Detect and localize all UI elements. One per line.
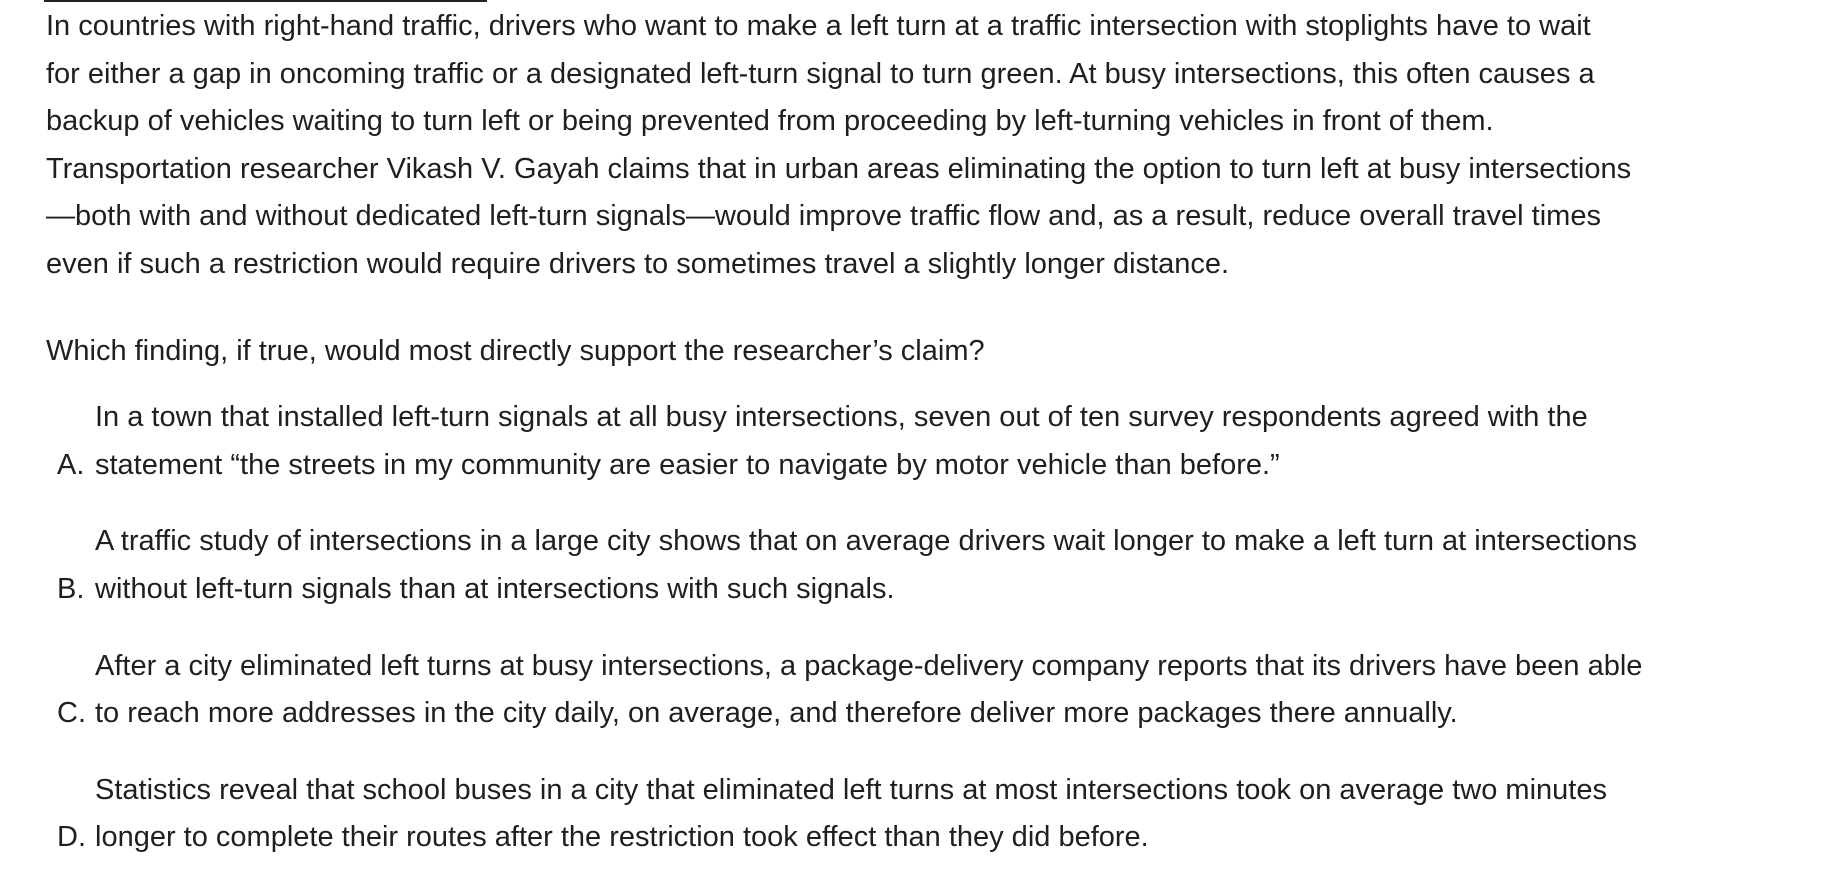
- choice-line: Statistics reveal that school buses in a…: [95, 773, 1607, 806]
- choice-a[interactable]: A. In a town that installed left-turn si…: [0, 394, 1836, 518]
- choice-c[interactable]: C. After a city eliminated left turns at…: [0, 643, 1836, 767]
- passage-line: backup of vehicles waiting to turn left …: [46, 105, 1494, 138]
- passage-line: Transportation researcher Vikash V. Gaya…: [46, 152, 1632, 185]
- choice-line: statement “the streets in my community a…: [95, 448, 1280, 481]
- choice-line: In a town that installed left-turn signa…: [95, 401, 1588, 433]
- choice-letter: C.: [57, 697, 86, 730]
- choice-line: without left-turn signals than at inters…: [95, 572, 895, 605]
- question-prompt: Which finding, if true, would most direc…: [46, 335, 985, 367]
- choice-letter: B.: [57, 572, 85, 605]
- passage-line: —both with and without dedicated left-tu…: [46, 200, 1601, 233]
- choice-d[interactable]: D. Statistics reveal that school buses i…: [0, 767, 1836, 891]
- passage-line: for either a gap in oncoming traffic or …: [46, 57, 1595, 90]
- passage: In countries with right-hand traffic, dr…: [46, 3, 1826, 289]
- choice-letter: A.: [57, 448, 85, 481]
- choice-b[interactable]: B. A traffic study of intersections in a…: [0, 518, 1836, 642]
- choice-text: After a city eliminated left turns at bu…: [95, 643, 1795, 738]
- choice-text: A traffic study of intersections in a la…: [95, 518, 1795, 613]
- choice-line: to reach more addresses in the city dail…: [95, 697, 1458, 730]
- passage-line: In countries with right-hand traffic, dr…: [46, 10, 1591, 42]
- answer-choices: A. In a town that installed left-turn si…: [0, 394, 1836, 891]
- choice-line: A traffic study of intersections in a la…: [95, 525, 1638, 558]
- choice-letter: D.: [57, 821, 86, 854]
- choice-line: longer to complete their routes after th…: [95, 821, 1149, 854]
- passage-line: even if such a restriction would require…: [46, 247, 1230, 280]
- top-divider: [44, 0, 487, 2]
- choice-text: In a town that installed left-turn signa…: [95, 394, 1795, 489]
- choice-line: After a city eliminated left turns at bu…: [95, 649, 1643, 682]
- choice-text: Statistics reveal that school buses in a…: [95, 767, 1795, 862]
